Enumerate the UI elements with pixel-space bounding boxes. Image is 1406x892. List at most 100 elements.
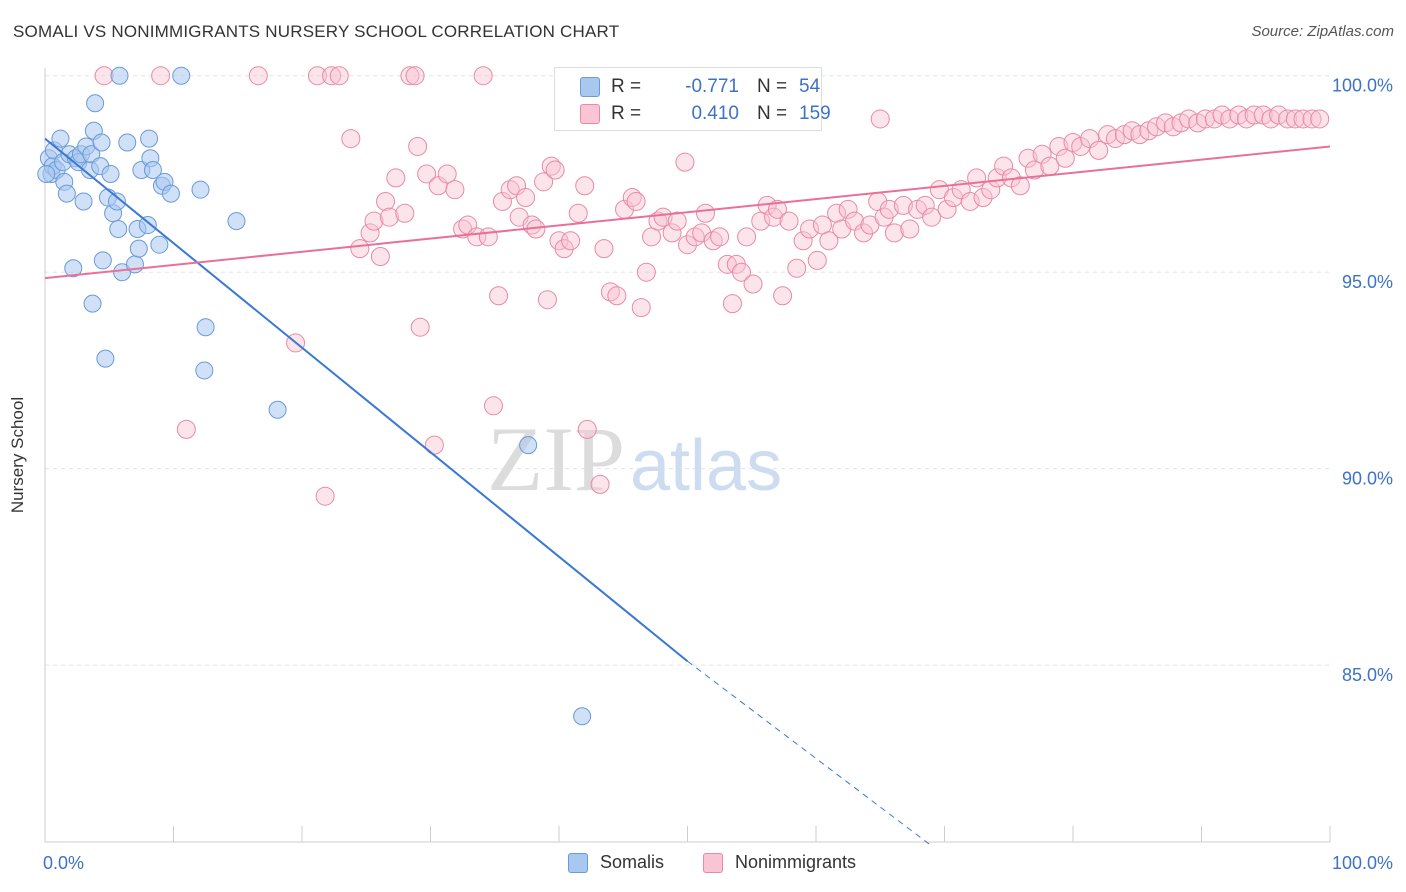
somalis-legend-swatch bbox=[568, 852, 588, 873]
somalis-trend-extension bbox=[687, 660, 932, 847]
nonimmigrant-point bbox=[827, 203, 847, 223]
y-tick-labels: 85.0% 90.0% 95.0% 100.0% bbox=[1332, 76, 1393, 685]
somali-point bbox=[92, 133, 111, 152]
nonimmigrant-point bbox=[417, 164, 437, 184]
somali-point bbox=[101, 164, 120, 183]
nonimmigrant-point bbox=[1018, 148, 1038, 168]
watermark-zip: ZIP bbox=[487, 408, 625, 510]
watermark: ZIP atlas bbox=[487, 408, 782, 510]
n-label: N = bbox=[757, 76, 788, 97]
nonimmigrant-point bbox=[590, 474, 610, 494]
nonimmigrant-point bbox=[773, 286, 793, 306]
nonimmigrant-point bbox=[807, 250, 827, 270]
somali-point bbox=[161, 184, 180, 203]
r-label: R = bbox=[611, 76, 642, 97]
somali-point bbox=[64, 259, 83, 278]
n-label: N = bbox=[757, 103, 788, 124]
nonimmigrant-point bbox=[884, 223, 904, 243]
nonimmigrant-point bbox=[1278, 109, 1298, 129]
nonimmigrant-point bbox=[176, 419, 196, 439]
somalis-points bbox=[37, 66, 592, 726]
nonimmigrant-point bbox=[1147, 117, 1167, 137]
r-label: R = bbox=[611, 103, 642, 124]
nonimmigrant-point bbox=[315, 486, 335, 506]
nonimmigrant-point bbox=[489, 286, 509, 306]
somali-point bbox=[519, 436, 538, 455]
r-value: -0.771 bbox=[685, 76, 739, 97]
nonimmigrant-point bbox=[937, 199, 957, 219]
nonimmigrant-point bbox=[695, 203, 715, 223]
nonimmigrant-point bbox=[626, 191, 646, 211]
somali-point bbox=[191, 180, 210, 199]
nonimmigrant-point bbox=[370, 246, 390, 266]
nonimmigrant-point bbox=[731, 262, 751, 282]
correlation-legend: R = -0.771 N = 54 R = 0.410 N = 159 bbox=[554, 67, 831, 131]
nonimmigrant-point bbox=[94, 66, 114, 86]
y-tick-label: 95.0% bbox=[1342, 272, 1393, 292]
y-tick-label: 90.0% bbox=[1342, 469, 1393, 489]
n-value: 54 bbox=[799, 76, 821, 97]
nonimmigrant-point bbox=[854, 223, 874, 243]
nonimmigrant-point bbox=[561, 231, 581, 251]
nonimmigrant-point bbox=[722, 294, 742, 314]
watermark-atlas: atlas bbox=[630, 426, 782, 506]
nonimmigrant-point bbox=[838, 199, 858, 219]
nonimmigrant-point bbox=[1105, 129, 1125, 149]
somalis-swatch bbox=[580, 77, 600, 97]
nonimmigrant-point bbox=[360, 223, 380, 243]
nonimmigrant-point bbox=[577, 419, 597, 439]
trend-lines bbox=[44, 137, 1331, 847]
nonimmigrant-point bbox=[350, 239, 370, 259]
nonimmigrant-point bbox=[819, 231, 839, 251]
somali-point bbox=[51, 129, 70, 148]
nonimmigrant-point bbox=[1130, 125, 1150, 145]
nonimmigrants-trend-line bbox=[44, 145, 1331, 280]
legend-label-somalis: Somalis bbox=[600, 852, 665, 872]
nonimmigrant-point bbox=[1285, 109, 1305, 129]
nonimmigrant-point bbox=[473, 66, 493, 86]
nonimmigrant-point bbox=[767, 199, 787, 219]
nonimmigrant-point bbox=[437, 164, 457, 184]
somali-point bbox=[196, 318, 215, 337]
legend-item-nonimmigrants[interactable]: Nonimmigrants bbox=[703, 852, 856, 873]
somali-point bbox=[150, 235, 169, 254]
somali-point bbox=[129, 239, 148, 258]
nonimmigrant-point bbox=[667, 211, 687, 231]
nonimmigrant-point bbox=[379, 207, 399, 227]
nonimmigrant-point bbox=[594, 239, 614, 259]
nonimmigrant-point bbox=[408, 136, 428, 156]
somali-point bbox=[93, 251, 112, 270]
somali-point bbox=[86, 94, 105, 113]
nonimmigrant-point bbox=[678, 235, 697, 255]
nonimmigrants-swatch bbox=[580, 104, 600, 124]
nonimmigrant-point bbox=[800, 219, 820, 239]
somali-point bbox=[195, 361, 214, 380]
nonimmigrant-point bbox=[922, 207, 942, 227]
nonimmigrant-point bbox=[631, 298, 651, 318]
nonimmigrant-point bbox=[516, 188, 536, 208]
nonimmigrant-point bbox=[541, 156, 561, 176]
somali-point bbox=[74, 192, 93, 211]
nonimmigrant-point bbox=[793, 231, 813, 251]
nonimmigrant-point bbox=[341, 129, 361, 149]
somali-point bbox=[109, 219, 128, 238]
source-label: Source: ZipAtlas.com bbox=[1251, 23, 1394, 40]
nonimmigrant-point bbox=[1302, 109, 1322, 129]
nonimmigrant-point bbox=[1024, 160, 1044, 180]
somali-point bbox=[118, 133, 137, 152]
nonimmigrant-point bbox=[1010, 176, 1030, 196]
nonimmigrant-point bbox=[492, 191, 512, 211]
nonimmigrant-point bbox=[364, 211, 384, 231]
x-axis-max-label: 100.0% bbox=[1331, 853, 1393, 873]
nonimmigrant-point bbox=[1049, 136, 1069, 156]
nonimmigrant-point bbox=[483, 396, 503, 416]
somali-point bbox=[172, 66, 191, 85]
nonimmigrant-point bbox=[636, 262, 656, 282]
nonimmigrant-point bbox=[787, 258, 807, 278]
nonimmigrant-point bbox=[675, 152, 695, 172]
nonimmigrant-point bbox=[248, 66, 268, 86]
nonimmigrant-point bbox=[395, 203, 415, 223]
nonimmigrant-point bbox=[779, 211, 799, 231]
somali-point bbox=[140, 129, 159, 148]
legend-item-somalis[interactable]: Somalis bbox=[568, 852, 664, 873]
